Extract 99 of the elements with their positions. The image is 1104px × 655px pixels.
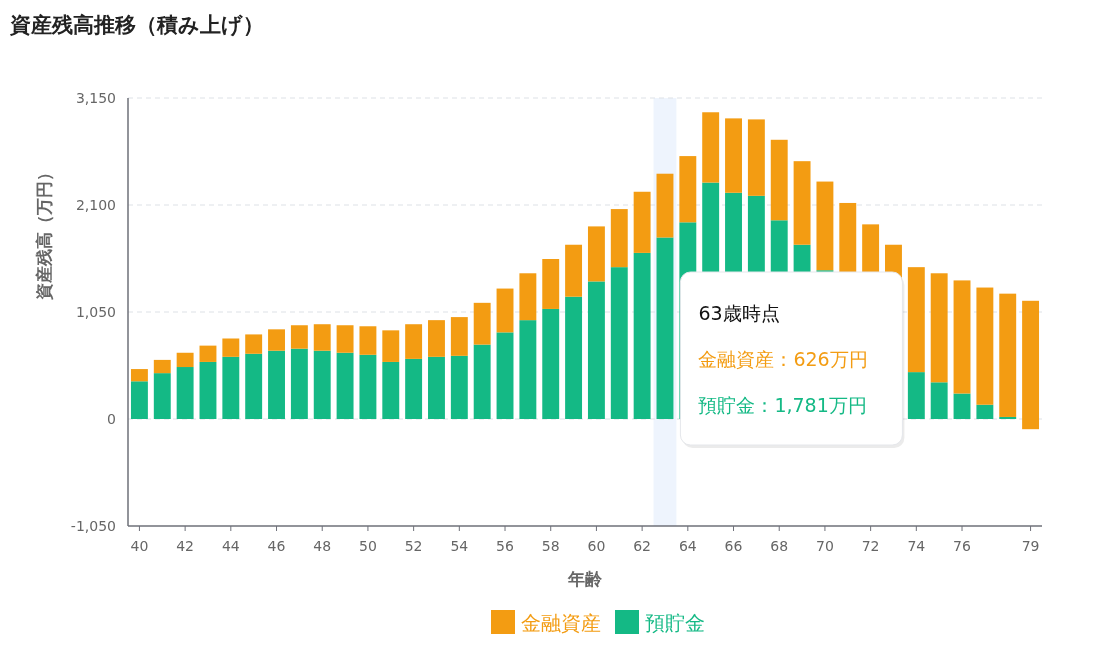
chart-title: 資産残高推移（積み上げ） xyxy=(9,13,264,37)
x-tick-label: 66 xyxy=(724,538,743,554)
bar xyxy=(930,382,948,419)
bar xyxy=(359,326,377,355)
x-tick-label: 46 xyxy=(267,538,286,554)
bar xyxy=(359,354,377,419)
bar xyxy=(245,334,263,354)
bar xyxy=(153,359,171,374)
y-tick-label: 2,100 xyxy=(75,197,116,213)
legend-label: 預貯金 xyxy=(645,611,705,635)
bar xyxy=(976,287,994,405)
bar xyxy=(245,353,263,419)
x-tick-label: 52 xyxy=(404,538,423,554)
x-tick-label: 42 xyxy=(176,538,195,554)
annotation: 預貯金：1,781万円 xyxy=(698,394,867,416)
bar xyxy=(930,273,948,383)
bar xyxy=(313,350,331,419)
x-tick-label: 72 xyxy=(861,538,880,554)
bar xyxy=(656,173,674,238)
x-tick-label: 60 xyxy=(587,538,606,554)
bar xyxy=(382,361,400,419)
bar xyxy=(313,324,331,351)
y-tick-label: 0 xyxy=(107,411,116,427)
bar xyxy=(816,181,834,271)
bar xyxy=(450,355,468,419)
x-tick-label: 79 xyxy=(1021,538,1040,554)
annotation: 63歳時点 xyxy=(698,302,780,324)
bar xyxy=(405,324,423,359)
bar xyxy=(199,345,217,362)
bar xyxy=(268,350,285,419)
bar xyxy=(565,296,583,419)
bar xyxy=(496,288,514,333)
bar xyxy=(222,338,240,357)
x-tick-label: 54 xyxy=(450,538,469,554)
x-tick-label: 44 xyxy=(221,538,240,554)
x-tick-label: 74 xyxy=(907,538,926,554)
x-tick-label: 50 xyxy=(359,538,377,554)
bar xyxy=(450,317,468,356)
bar xyxy=(473,344,491,419)
bar xyxy=(428,320,445,357)
bar xyxy=(130,381,148,419)
y-axis-title: 資産残高（万円） xyxy=(34,164,54,301)
bar xyxy=(999,293,1017,417)
y-tick-label: 3,150 xyxy=(75,90,116,106)
bar xyxy=(405,358,423,419)
bar xyxy=(610,209,628,268)
y-tick-label: -1,050 xyxy=(70,518,116,534)
bar xyxy=(725,118,742,193)
x-tick-label: 40 xyxy=(130,538,149,554)
bar xyxy=(565,244,583,297)
legend-label: 金融資産 xyxy=(521,611,601,635)
bar xyxy=(747,119,765,196)
x-tick-label: 62 xyxy=(633,538,652,554)
bar xyxy=(907,372,925,419)
bar xyxy=(428,356,445,419)
x-tick-label: 76 xyxy=(953,538,972,554)
bar xyxy=(519,273,537,321)
bar xyxy=(336,325,354,353)
bar xyxy=(953,393,971,419)
y-tick-label: 1,050 xyxy=(75,304,116,320)
bar xyxy=(587,226,605,282)
bar xyxy=(496,332,514,419)
bar xyxy=(176,367,194,419)
bar xyxy=(199,361,217,419)
bar xyxy=(473,302,491,345)
x-tick-label: 56 xyxy=(496,538,515,554)
bar xyxy=(290,348,308,419)
bar xyxy=(290,325,308,349)
bar xyxy=(770,139,788,221)
bar xyxy=(130,369,148,382)
bar xyxy=(999,416,1017,419)
tooltip: 63歳時点 金融資産：626万円 預貯金：1,781万円 xyxy=(679,271,905,448)
bar xyxy=(153,373,171,419)
x-tick-label: 68 xyxy=(770,538,789,554)
bar xyxy=(633,191,651,253)
bar xyxy=(336,352,354,419)
bar xyxy=(976,404,994,419)
x-tick-label: 70 xyxy=(816,538,834,554)
bar xyxy=(268,329,285,351)
bar xyxy=(382,330,400,362)
bar xyxy=(953,280,971,394)
x-tick-label: 64 xyxy=(678,538,697,554)
bar xyxy=(542,308,560,419)
bar xyxy=(587,281,605,419)
bar xyxy=(519,320,537,419)
x-tick-label: 58 xyxy=(541,538,560,554)
bar xyxy=(907,267,925,373)
bar xyxy=(793,161,811,245)
bar xyxy=(176,352,194,368)
bar xyxy=(1022,300,1040,430)
x-axis-title: 年齢 xyxy=(567,569,603,589)
bar xyxy=(542,259,560,309)
bar xyxy=(656,237,674,419)
bar xyxy=(679,156,697,223)
annotation: 金融資産：626万円 xyxy=(698,348,868,370)
bar xyxy=(702,112,720,183)
bar xyxy=(610,267,628,419)
bar xyxy=(222,356,240,419)
x-tick-label: 48 xyxy=(313,538,332,554)
